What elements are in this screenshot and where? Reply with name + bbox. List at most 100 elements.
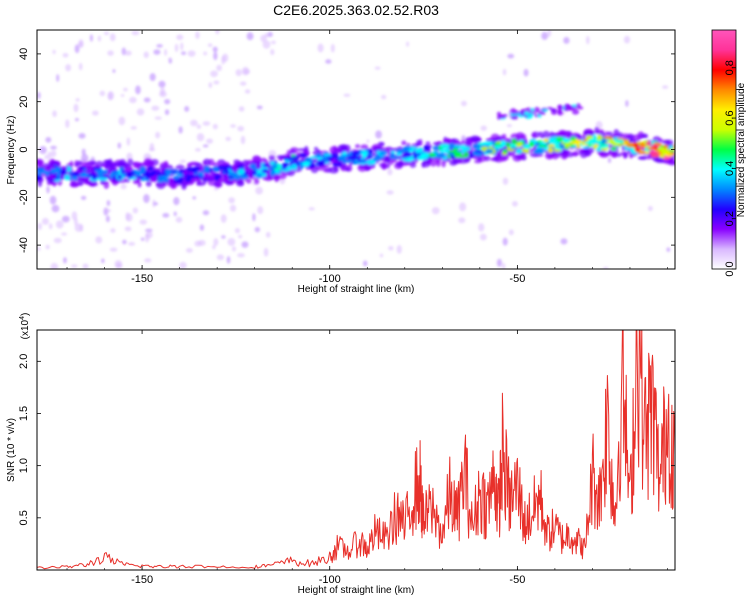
snr-x-label: Height of straight line (km) [298, 585, 415, 596]
noise-blob [41, 217, 49, 225]
ridge-envelope [642, 133, 649, 139]
noise-blob [502, 237, 508, 246]
ridge-envelope [607, 150, 616, 156]
ridge-envelope [245, 178, 252, 184]
spectrogram-blobs [37, 30, 675, 269]
noise-blob [271, 40, 276, 45]
ridge-core [457, 145, 466, 150]
ridge-core [243, 167, 252, 171]
noise-blob [162, 213, 170, 218]
noise-blob [381, 94, 387, 100]
ridge-core [433, 151, 439, 154]
noise-blob [37, 91, 41, 100]
ridge-core [151, 170, 158, 176]
ridge-envelope [181, 183, 187, 190]
ridge-core [59, 169, 67, 176]
ridge-core [252, 169, 258, 176]
noise-blob [47, 151, 52, 160]
snr-y-scale-prefix: (x10 [20, 319, 31, 339]
ridge-envelope [175, 165, 185, 170]
noise-blob [48, 223, 53, 230]
ridge-core [505, 141, 511, 148]
noise-blob [139, 219, 147, 225]
ridge-envelope [474, 159, 482, 164]
ridge-core [638, 151, 646, 154]
noise-blob [235, 69, 242, 77]
ridge-envelope [286, 149, 291, 158]
ridge-envelope [345, 166, 351, 172]
noise-blob [196, 133, 205, 142]
noise-blob [210, 70, 218, 78]
ridge-envelope [265, 171, 272, 179]
noise-blob [153, 202, 159, 206]
ridge-core [315, 153, 322, 158]
noise-blob [244, 89, 251, 94]
ridge-core [170, 170, 178, 174]
ridge-core [389, 152, 396, 160]
noise-blob [388, 246, 394, 251]
ridge-envelope [137, 181, 142, 188]
ridge-branch [571, 109, 580, 115]
ridge-core [650, 153, 661, 158]
ridge-core [420, 152, 430, 158]
noise-blob [176, 34, 184, 40]
noise-blob [547, 30, 552, 37]
ridge-core [547, 147, 554, 153]
noise-blob [131, 30, 140, 36]
ridge-core [342, 151, 347, 156]
noise-blob [496, 258, 502, 267]
noise-blob [128, 241, 136, 246]
ridge-envelope [661, 139, 671, 145]
colorbar: 0.0 0.2 0.4 0.6 0.8 Normalized spectral ampl… [711, 29, 747, 277]
noise-blob [158, 80, 166, 88]
ridge-envelope [323, 169, 329, 173]
ridge-envelope [637, 156, 648, 160]
noise-blob [50, 150, 57, 158]
snr-line [37, 330, 675, 570]
noise-blob [501, 262, 506, 269]
ridge-core [97, 169, 104, 173]
ridge-core [646, 147, 656, 150]
ridge-core [439, 148, 447, 153]
ridge-envelope [360, 144, 369, 150]
noise-blob [192, 196, 197, 200]
noise-blob [71, 211, 78, 221]
noise-blob [174, 43, 179, 53]
noise-blob [46, 185, 50, 194]
noise-blob [212, 46, 218, 53]
ridge-core [380, 158, 391, 162]
ridge-core [559, 143, 565, 149]
y-tick-label: 1.5 [18, 406, 30, 421]
noise-blob [178, 126, 183, 134]
x-tick-label: -100 [319, 574, 341, 586]
ridge-core [308, 163, 314, 169]
ridge-core [603, 143, 610, 148]
noise-blob [81, 148, 86, 156]
colorbar-tick-label: 0.4 [724, 161, 736, 176]
ridge-core [664, 152, 674, 157]
ridge-core [582, 145, 589, 149]
x-tick-label: -150 [131, 574, 153, 586]
noise-blob [240, 135, 246, 145]
ridge-core [201, 169, 211, 173]
noise-blob [502, 177, 509, 185]
noise-blob [607, 157, 612, 164]
ridge-envelope [156, 181, 166, 190]
noise-blob [120, 183, 127, 190]
y-tick-label: 1.0 [18, 458, 30, 473]
noise-blob [129, 96, 137, 104]
ridge-core [37, 176, 43, 179]
noise-blob [126, 137, 131, 146]
noise-blob [241, 241, 249, 248]
ridge-envelope [357, 163, 368, 172]
ridge-core [247, 171, 253, 178]
ridge-core [233, 174, 241, 180]
ridge-core [331, 158, 337, 164]
noise-blob [61, 215, 70, 223]
ridge-envelope [646, 153, 652, 160]
noise-blob [45, 244, 50, 250]
noise-blob [74, 223, 83, 232]
ridge-core [44, 166, 52, 172]
noise-blob [325, 59, 332, 64]
ridge-branch [557, 109, 563, 116]
